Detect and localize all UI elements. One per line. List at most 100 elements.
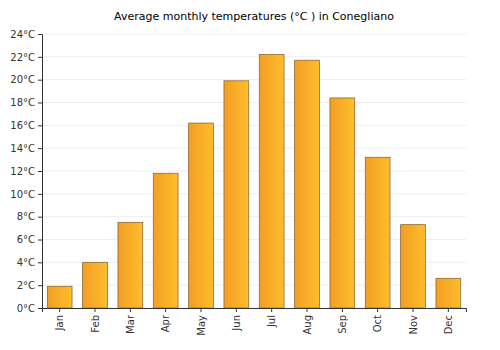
y-axis-line <box>38 35 43 309</box>
y-tick-mark <box>38 103 42 104</box>
x-tick-mark <box>95 308 96 312</box>
x-tick-label: Sep <box>337 315 348 334</box>
x-tick-label: Feb <box>90 315 101 333</box>
y-tick-label: 22°C <box>10 52 35 63</box>
y-tick: 20°C <box>10 74 42 85</box>
y-tick-mark <box>38 125 42 126</box>
x-tick: Jun <box>231 308 242 332</box>
grid-line <box>42 171 466 172</box>
x-tick-mark <box>59 308 60 312</box>
x-tick-label: Jan <box>54 315 65 331</box>
x-tick: Apr <box>160 308 171 332</box>
x-tick: May <box>196 308 207 336</box>
y-tick: 2°C <box>17 280 42 291</box>
y-tick-mark <box>38 194 42 195</box>
y-tick-mark <box>38 217 42 218</box>
x-axis: Jan Feb Mar Apr May Jun Jul Aug Sep Oct Nov Dec <box>43 308 467 336</box>
x-tick-mark <box>307 308 308 312</box>
y-tick-label: 4°C <box>17 257 35 268</box>
y-tick-mark <box>38 171 42 172</box>
x-tick: Nov <box>408 308 419 335</box>
x-tick-mark <box>201 308 202 312</box>
y-tick-label: 10°C <box>10 189 35 200</box>
x-tick-mark <box>342 308 343 312</box>
x-tick-label: Jun <box>231 315 242 332</box>
grid-line <box>42 56 466 57</box>
y-tick: 0°C <box>17 303 42 314</box>
bar <box>365 157 390 308</box>
grid-line <box>42 148 466 149</box>
bar <box>330 98 355 308</box>
bar <box>259 55 284 308</box>
x-tick-mark <box>377 308 378 312</box>
x-tick: Jul <box>266 308 277 328</box>
x-tick-label: Apr <box>160 314 171 332</box>
grid-line <box>42 125 466 126</box>
x-tick-label: Nov <box>408 315 419 335</box>
bars <box>47 55 460 308</box>
x-tick-mark <box>413 308 414 312</box>
x-tick-mark <box>236 308 237 312</box>
y-tick-label: 14°C <box>10 143 35 154</box>
y-tick-label: 16°C <box>10 120 35 131</box>
bar <box>153 173 178 308</box>
bar <box>295 60 320 308</box>
y-tick: 4°C <box>17 257 42 268</box>
x-tick: Dec <box>443 308 454 334</box>
y-tick: 14°C <box>10 143 42 154</box>
x-tick: Sep <box>337 308 348 334</box>
y-tick-mark <box>38 57 42 58</box>
x-tick: Aug <box>302 308 313 335</box>
x-tick: Jan <box>54 308 65 331</box>
y-tick-mark <box>38 34 42 35</box>
y-axis: 0°C 2°C 4°C 6°C 8°C 10°C 12°C 14°C 16°C 18°C 20°C 2… <box>10 29 42 314</box>
y-tick-label: 18°C <box>10 97 35 108</box>
bar <box>83 262 108 308</box>
y-tick: 16°C <box>10 120 42 131</box>
y-tick: 10°C <box>10 189 42 200</box>
y-tick-label: 6°C <box>17 234 35 245</box>
y-tick: 8°C <box>17 211 42 222</box>
grid-line <box>42 193 466 194</box>
y-tick-label: 24°C <box>10 29 35 40</box>
x-tick-label: Aug <box>302 315 313 335</box>
chart-svg: 0°C 2°C 4°C 6°C 8°C 10°C 12°C 14°C 16°C 18°C 20°C 2… <box>0 0 500 350</box>
grid-line <box>42 34 466 35</box>
grid-line <box>42 216 466 217</box>
y-tick-label: 0°C <box>17 303 35 314</box>
x-tick: Mar <box>125 308 136 334</box>
grid-line <box>42 79 466 80</box>
plot-area: 0°C 2°C 4°C 6°C 8°C 10°C 12°C 14°C 16°C 18°C 20°C 2… <box>10 29 466 336</box>
x-tick-mark <box>130 308 131 312</box>
y-tick-mark <box>38 308 42 309</box>
bar <box>224 81 249 308</box>
y-tick: 22°C <box>10 52 42 63</box>
y-tick-mark <box>38 148 42 149</box>
y-tick-mark <box>38 285 42 286</box>
title: Average monthly temperatures (°C ) in Co… <box>114 10 394 23</box>
x-tick-label: Oct <box>372 315 383 332</box>
bar <box>436 278 461 308</box>
y-tick-label: 2°C <box>17 280 35 291</box>
y-tick: 6°C <box>17 234 42 245</box>
chart-container: 0°C 2°C 4°C 6°C 8°C 10°C 12°C 14°C 16°C 18°C 20°C 2… <box>0 0 500 350</box>
y-tick-label: 8°C <box>17 211 35 222</box>
x-tick-mark <box>271 308 272 312</box>
x-tick: Oct <box>372 308 383 332</box>
bar <box>118 222 143 308</box>
x-tick-mark <box>448 308 449 312</box>
x-tick: Feb <box>90 308 101 333</box>
bar <box>47 286 72 308</box>
y-tick: 24°C <box>10 29 42 40</box>
y-tick-mark <box>38 262 42 263</box>
x-tick-label: May <box>196 315 207 336</box>
x-axis-line <box>43 309 467 313</box>
y-tick-label: 12°C <box>10 166 35 177</box>
y-tick-mark <box>38 240 42 241</box>
y-tick-mark <box>38 80 42 81</box>
bar <box>189 123 214 308</box>
bar <box>401 225 426 308</box>
x-tick-label: Dec <box>443 315 454 334</box>
grid <box>42 34 466 308</box>
y-tick-label: 20°C <box>10 74 35 85</box>
